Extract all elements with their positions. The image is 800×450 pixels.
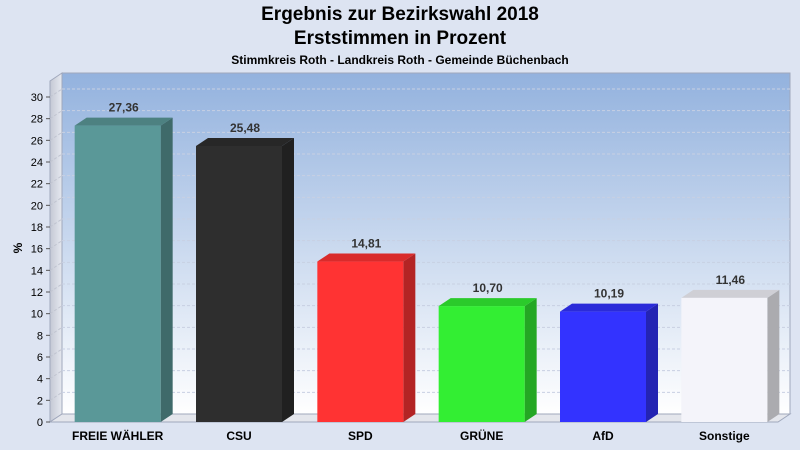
- grid-line-side: [49, 175, 63, 185]
- y-tick-label: 4: [37, 374, 43, 386]
- bar-side: [282, 137, 294, 422]
- bar-top: [317, 253, 416, 262]
- data-label: 14,81: [351, 237, 381, 251]
- bar-side: [403, 253, 416, 422]
- bar: [74, 117, 173, 422]
- chart-subtitle: Erststimmen in Prozent: [293, 28, 507, 49]
- bar-front: [74, 125, 161, 422]
- y-tick-label: 6: [37, 352, 43, 364]
- y-tick-label: 22: [31, 179, 43, 191]
- bar-front: [681, 297, 768, 422]
- grid-line-side: [49, 370, 63, 380]
- y-tick-label: 14: [31, 265, 43, 277]
- chart-title: Ergebnis zur Bezirkswahl 2018: [261, 4, 539, 25]
- bar: [438, 298, 537, 422]
- y-tick-label: 18: [31, 222, 43, 234]
- grid-line-side: [49, 196, 63, 206]
- data-label: 10,19: [594, 287, 624, 301]
- bar-side: [646, 303, 658, 422]
- bar-front: [317, 261, 404, 422]
- y-tick-label: 12: [31, 287, 43, 299]
- bar-top: [560, 303, 658, 312]
- grid-line-side: [49, 348, 63, 358]
- x-tick-label: FREIE WÄHLER: [72, 428, 164, 443]
- bar: [681, 289, 780, 422]
- y-tick-label: 26: [31, 135, 43, 147]
- grid-line-side: [49, 261, 63, 271]
- bar-front: [196, 145, 282, 422]
- grid-line-side: [49, 131, 63, 141]
- y-axis-label: %: [11, 242, 25, 253]
- y-tick-label: 10: [31, 309, 43, 321]
- chart-region-subtitle: Stimmkreis Roth - Landkreis Roth - Gemei…: [231, 53, 569, 67]
- bar-top: [438, 298, 537, 307]
- plot-background: [61, 72, 791, 415]
- y-tick-label: 16: [31, 244, 43, 256]
- data-label: 25,48: [230, 121, 260, 135]
- bar-top: [74, 117, 173, 126]
- bar: [317, 253, 416, 422]
- data-label: 11,46: [716, 273, 746, 287]
- x-tick-label: GRÜNE: [460, 428, 503, 443]
- y-tick-label: 28: [31, 114, 43, 126]
- grid-line-side: [49, 110, 63, 120]
- bar-top: [196, 137, 294, 146]
- y-tick-label: 2: [37, 395, 43, 407]
- bar: [196, 137, 294, 422]
- grid-line-side: [49, 88, 63, 98]
- bar: [560, 303, 658, 422]
- y-tick-label: 8: [37, 330, 43, 342]
- x-tick-label: AfD: [592, 429, 614, 443]
- y-tick-label: 20: [31, 200, 43, 212]
- bar-side: [160, 117, 173, 422]
- data-label: 27,36: [109, 101, 139, 115]
- grid-line-side: [49, 391, 63, 401]
- bar-side: [767, 289, 780, 422]
- grid-line-side: [49, 326, 63, 336]
- grid-line-side: [49, 218, 63, 228]
- data-label: 10,70: [473, 281, 503, 295]
- bar-front: [560, 311, 646, 422]
- y-tick-label: 24: [31, 157, 43, 169]
- grid-line-side: [49, 283, 63, 293]
- y-tick-label: 30: [31, 92, 43, 104]
- x-tick-label: SPD: [348, 429, 373, 443]
- grid-line-side: [49, 240, 63, 250]
- bar-side: [524, 298, 537, 422]
- bar-front: [438, 306, 525, 422]
- x-tick-label: CSU: [226, 429, 251, 443]
- grid-line-side: [49, 305, 63, 315]
- grid-line-side: [49, 153, 63, 163]
- bar-top: [681, 289, 780, 298]
- x-tick-label: Sonstige: [699, 429, 750, 443]
- y-tick-label: 0: [37, 417, 43, 429]
